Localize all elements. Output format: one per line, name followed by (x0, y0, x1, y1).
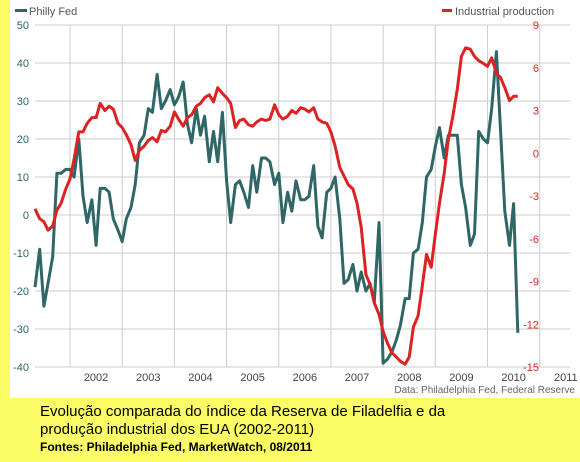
legend-industrial-label: Industrial production (455, 6, 554, 18)
right-tick-label: 6 (533, 63, 539, 75)
caption-line-1: Evolução comparada do índice da Reserva … (40, 403, 446, 420)
legend-philly-swatch (15, 9, 27, 12)
caption-line-2: produção industrial dos EUA (2002-2011) (40, 421, 315, 438)
left-tick-label: 30 (17, 96, 29, 108)
legend-industrial-swatch (442, 9, 452, 12)
legend-industrial: Industrial production (442, 6, 554, 18)
left-tick-label: -30 (13, 324, 29, 336)
series-lines (33, 46, 520, 366)
x-tick-label: 2007 (345, 372, 369, 384)
left-tick-label: -20 (13, 286, 29, 298)
x-tick-label: 2008 (397, 372, 421, 384)
left-tick-label: 0 (23, 210, 29, 222)
caption-source: Fontes: Philadelphia Fed, MarketWatch, 0… (40, 440, 313, 454)
legend-philly-label: Philly Fed (29, 6, 77, 18)
right-tick-label: -6 (529, 234, 539, 246)
series-line-industrial-production (33, 46, 518, 366)
left-tick-label: -10 (13, 248, 29, 260)
x-tick-label: 2002 (84, 372, 108, 384)
x-tick-label: 2006 (293, 372, 317, 384)
x-tick-label: 2003 (136, 372, 160, 384)
right-tick-label: 9 (533, 20, 539, 32)
right-tick-label: -9 (529, 277, 539, 289)
series-line-philly-fed (33, 50, 520, 365)
x-tick-label: 2011 (554, 372, 578, 384)
right-tick-label: -3 (529, 191, 539, 203)
left-tick-label: 50 (17, 20, 29, 32)
left-tick-label: 20 (17, 134, 29, 146)
right-tick-label: 3 (533, 106, 539, 118)
left-tick-label: -40 (13, 362, 29, 374)
right-tick-label: -15 (523, 362, 539, 374)
left-tick-label: 10 (17, 172, 29, 184)
left-axis-ticks: -40 -30 -20 -10 0 10 20 30 40 50 (13, 20, 29, 374)
right-tick-label: 0 (533, 148, 539, 160)
x-tick-label: 2005 (240, 372, 264, 384)
source-note: Data: Philadelphia Fed, Federal Reserve (394, 385, 575, 396)
x-tick-label: 2010 (501, 372, 525, 384)
left-tick-label: 40 (17, 58, 29, 70)
x-tick-label: 2009 (449, 372, 473, 384)
chart-panel: -40 -30 -20 -10 0 10 20 30 40 50 -15 -12 -9 -6 -3 0 3 6 9… (10, 0, 580, 398)
legend-philly: Philly Fed (15, 6, 77, 18)
right-axis-ticks: -15 -12 -9 -6 -3 0 3 6 9 (523, 20, 539, 374)
right-tick-label: -12 (523, 319, 539, 331)
x-axis-ticks: 2002 2003 2004 2005 2006 2007 2008 2009 2010 2011 (84, 372, 578, 384)
x-tick-label: 2004 (188, 372, 212, 384)
gridlines (35, 24, 570, 368)
